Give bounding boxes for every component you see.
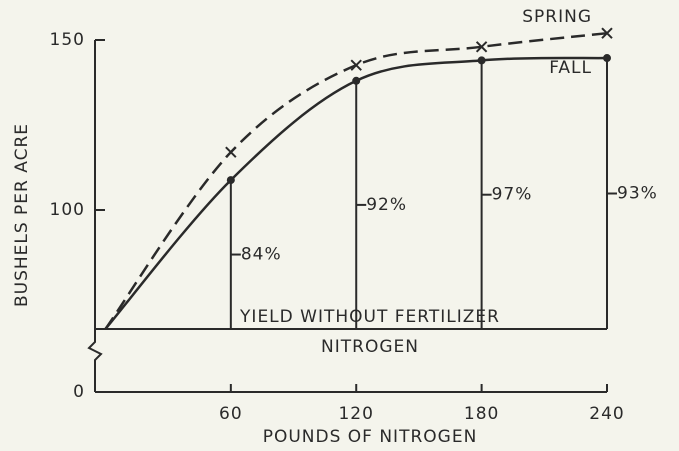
series-label: FALL [549,58,592,78]
x-tick-label: 60 [219,404,243,424]
marker-x [475,41,488,53]
y-tick-label: 150 [50,30,85,50]
y-tick-label: 100 [50,200,85,220]
marker-dot [603,54,611,63]
percent-label: 93% [617,184,658,204]
percent-label: 84% [241,245,282,265]
baseline-label: NITROGEN [321,337,419,357]
x-tick-label: 180 [464,404,499,424]
y-axis [87,40,103,392]
percent-label: 92% [366,195,407,215]
x-tick-label: 240 [589,404,624,424]
x-axis-label: POUNDS OF NITROGEN [263,427,478,447]
y-tick-label: 0 [73,382,85,402]
marker-dot [477,56,486,65]
series-line [104,31,608,330]
x-tick-label: 120 [338,404,373,424]
baseline-label: YIELD WITHOUT FERTILIZER [239,307,500,327]
marker-x [350,59,362,71]
percent-label: 97% [492,185,533,205]
series-label: SPRING [522,7,592,27]
marker-x [225,146,237,158]
marker-dot [226,176,235,185]
series-line [104,56,608,330]
marker-x [601,27,613,39]
marker-dot [352,76,361,85]
y-axis-label: BUSHELS PER ACRE [12,123,32,307]
